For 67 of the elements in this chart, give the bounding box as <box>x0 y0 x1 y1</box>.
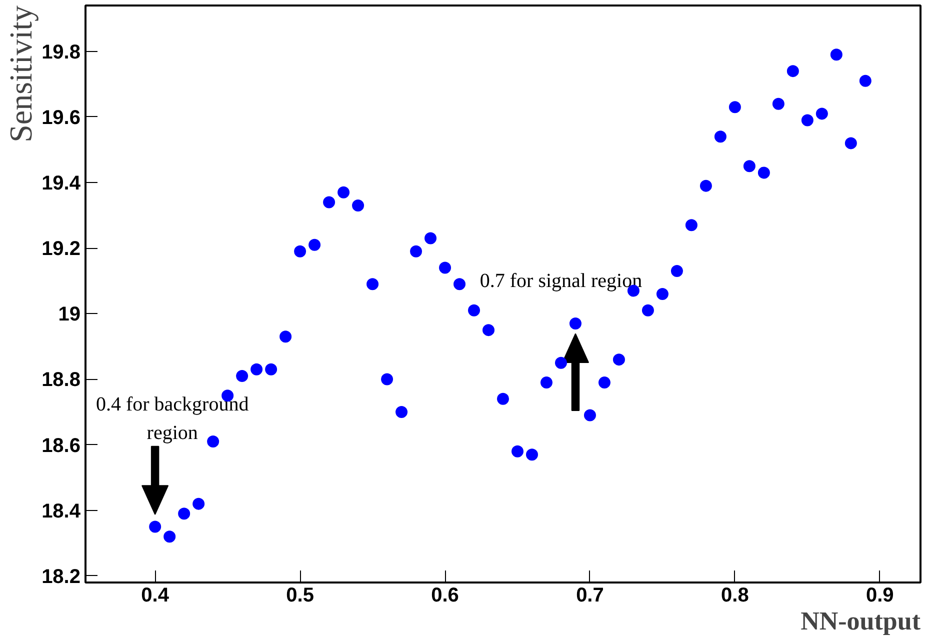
point <box>250 363 263 376</box>
x-axis-title: NN-output <box>800 606 921 636</box>
point <box>497 392 509 405</box>
point <box>554 356 567 369</box>
y-tick-label: 19.2 <box>42 238 81 260</box>
point <box>323 196 336 208</box>
point <box>454 278 466 290</box>
point <box>482 324 495 336</box>
x-tick-label: 0.8 <box>721 584 749 606</box>
y-tick-label: 19.4 <box>42 172 82 195</box>
point <box>844 137 857 150</box>
point <box>772 98 784 110</box>
x-tick-label: 0.4 <box>141 584 170 606</box>
x-tick-label: 0.6 <box>431 584 459 606</box>
y-tick-label: 18.6 <box>42 434 81 457</box>
y-tick-label: 19.8 <box>42 41 81 64</box>
point <box>468 304 480 316</box>
x-tick-label: 0.9 <box>866 584 894 606</box>
point <box>192 498 205 510</box>
point <box>149 520 162 533</box>
point <box>236 370 248 382</box>
annotation: 0.4 for background region <box>96 393 249 444</box>
point <box>859 74 872 87</box>
point <box>685 219 698 232</box>
point <box>265 363 278 376</box>
y-tick-label: 19.6 <box>42 106 81 129</box>
point <box>308 238 321 251</box>
point <box>642 304 654 316</box>
point <box>366 278 379 290</box>
y-tick-label: 18.2 <box>42 566 81 588</box>
point <box>584 409 596 422</box>
point <box>178 508 190 520</box>
y-tick-label: 18.8 <box>42 369 81 392</box>
point <box>381 373 394 386</box>
point <box>612 354 625 366</box>
point <box>714 130 726 143</box>
point <box>352 199 364 212</box>
point <box>743 160 756 172</box>
point <box>511 445 524 458</box>
point <box>526 448 538 461</box>
point <box>786 65 799 78</box>
x-tick-label: 0.7 <box>576 584 604 606</box>
point <box>540 376 552 389</box>
point <box>758 166 770 179</box>
y-tick-label: 19 <box>58 304 81 326</box>
annotation: 0.7 for signal region <box>480 270 642 292</box>
y-tick-label: 18.4 <box>42 500 82 522</box>
point <box>569 318 582 330</box>
point <box>656 288 668 300</box>
point <box>164 530 176 543</box>
point <box>598 376 610 389</box>
point <box>280 330 292 343</box>
point <box>424 232 437 244</box>
point <box>294 245 306 258</box>
point <box>338 186 350 198</box>
y-axis-title: Sensitivity <box>2 6 38 142</box>
x-tick-label: 0.5 <box>286 584 314 606</box>
point <box>439 262 452 274</box>
point <box>801 114 814 126</box>
point <box>410 245 422 258</box>
point <box>830 48 842 61</box>
point <box>207 436 220 448</box>
point <box>396 406 408 418</box>
point <box>700 180 712 192</box>
point <box>728 101 741 114</box>
point <box>816 108 828 120</box>
point <box>670 265 683 278</box>
